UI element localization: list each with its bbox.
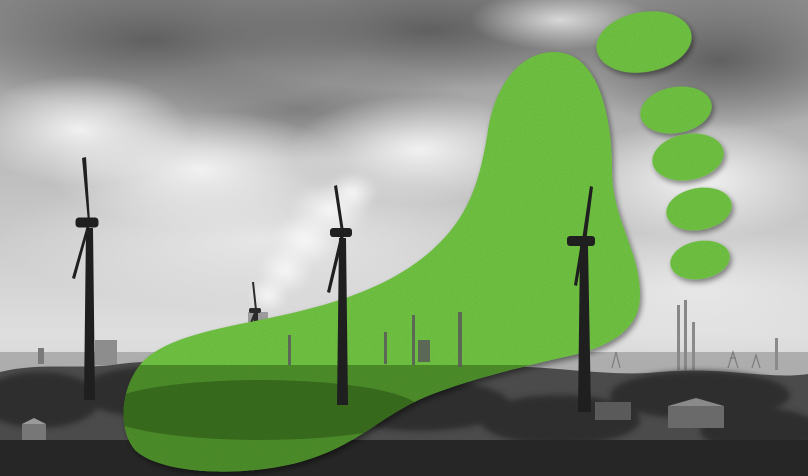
toe-little	[670, 240, 730, 280]
chimneys	[288, 312, 462, 367]
toe-big	[596, 11, 692, 73]
toe-second	[640, 86, 712, 134]
toe-third	[652, 133, 724, 181]
wind-turbine-right	[567, 186, 595, 412]
wind-turbine-center	[327, 185, 352, 405]
footprint-toes	[596, 11, 732, 280]
steam-plume	[248, 172, 378, 313]
toe-fourth	[666, 187, 732, 231]
wind-turbine-left	[72, 157, 99, 400]
